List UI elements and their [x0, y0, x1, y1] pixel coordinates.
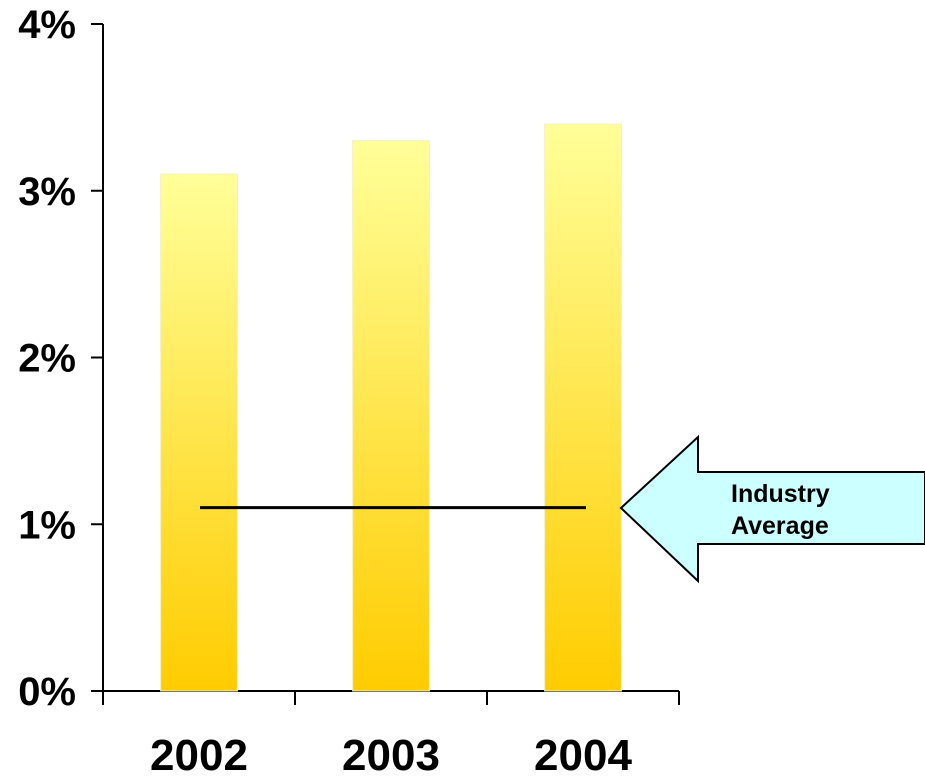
callout-label-line2: Average — [731, 512, 829, 540]
bar-2004 — [544, 123, 622, 692]
industry-average-callout-arrow — [619, 434, 925, 584]
y-tick-label: 3% — [18, 170, 76, 214]
x-category-label: 2002 — [150, 731, 248, 776]
y-tick-label: 4% — [18, 3, 76, 47]
y-tick-label: 1% — [18, 503, 76, 547]
bar-2002 — [160, 173, 238, 692]
y-tick-label: 2% — [18, 337, 76, 381]
bar-2003 — [352, 140, 430, 692]
callout-label-line1: Industry — [731, 480, 830, 508]
x-category-label: 2003 — [342, 731, 440, 776]
y-tick-label: 0% — [18, 670, 76, 714]
x-category-label: 2004 — [534, 731, 632, 776]
